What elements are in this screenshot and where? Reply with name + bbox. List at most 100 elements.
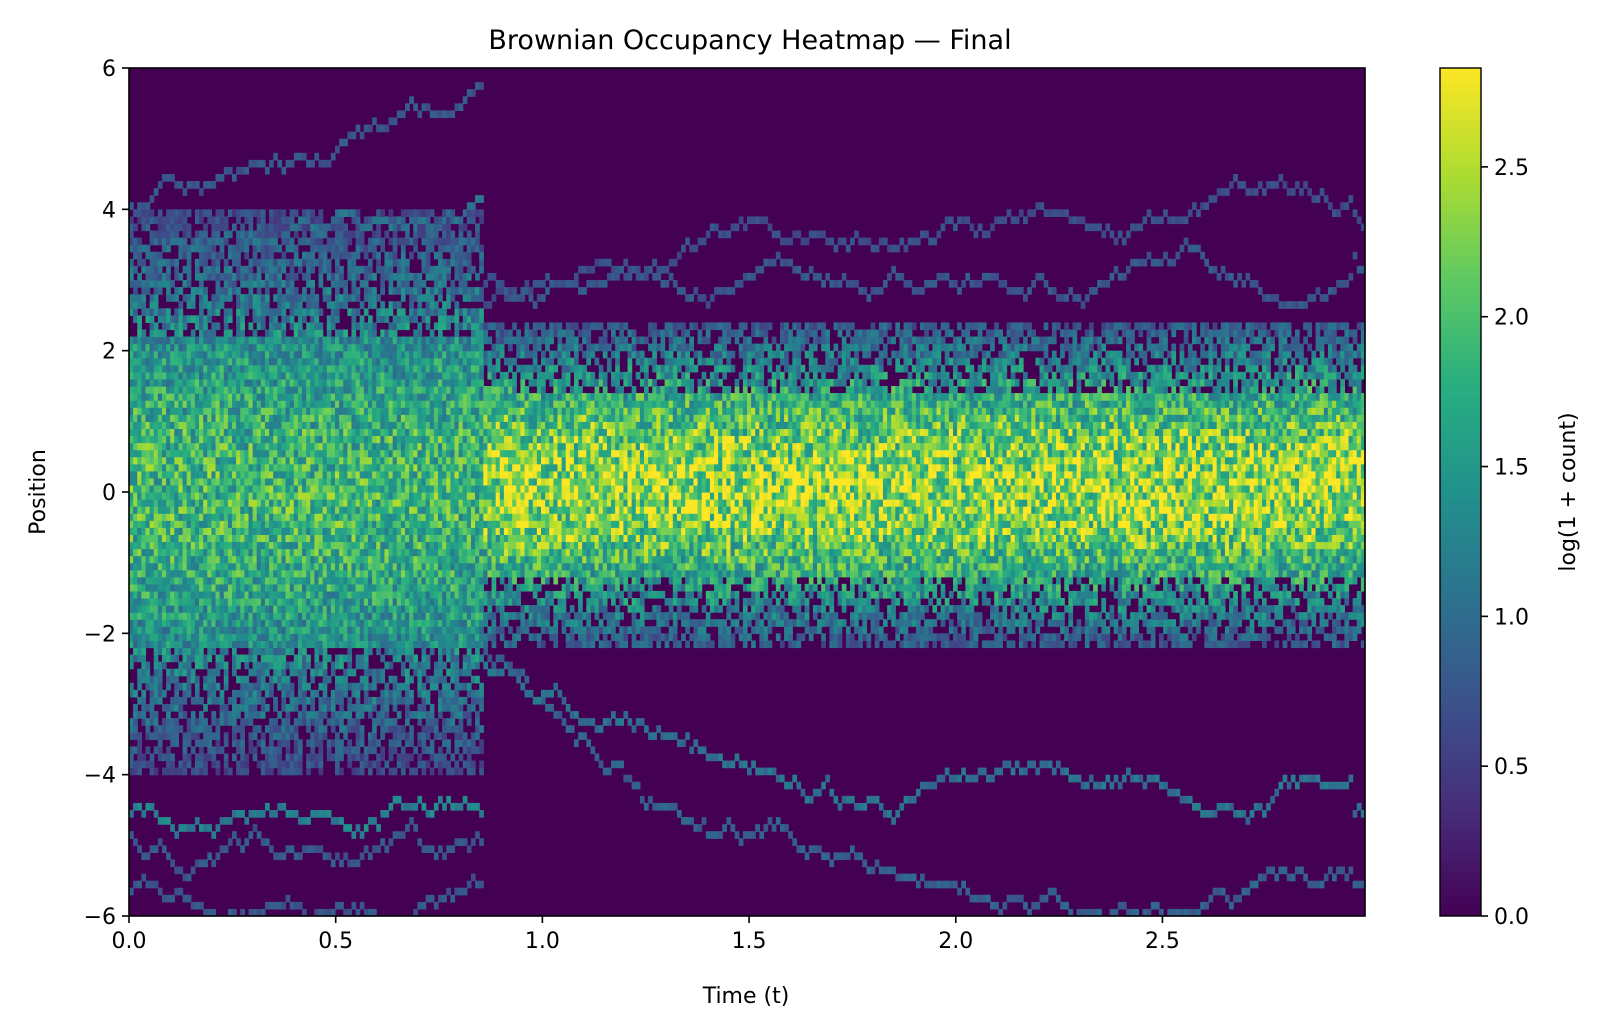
heatmap-cell bbox=[133, 456, 138, 465]
heatmap-cell bbox=[355, 696, 361, 705]
heatmap-cell bbox=[297, 513, 303, 521]
heatmap-cell bbox=[367, 477, 373, 486]
heatmap-cell bbox=[285, 463, 291, 472]
heatmap-cell bbox=[178, 223, 184, 232]
heatmap-cell bbox=[166, 548, 171, 557]
heatmap-cell bbox=[380, 477, 386, 486]
heatmap-cell bbox=[392, 746, 398, 755]
heatmap-cell bbox=[322, 513, 328, 521]
heatmap-cell bbox=[400, 400, 406, 408]
heatmap-cell bbox=[310, 562, 315, 571]
heatmap-cell bbox=[335, 901, 340, 910]
heatmap-cell bbox=[174, 322, 180, 331]
heatmap-cell bbox=[289, 435, 295, 444]
heatmap-cell bbox=[153, 400, 159, 408]
heatmap-cell bbox=[396, 654, 402, 663]
heatmap-cell bbox=[199, 901, 204, 910]
heatmap-cell bbox=[264, 513, 270, 521]
heatmap-cell bbox=[203, 435, 208, 444]
heatmap-cell bbox=[405, 442, 410, 451]
heatmap-cell bbox=[400, 371, 406, 380]
heatmap-cell bbox=[293, 400, 299, 408]
heatmap-cell bbox=[227, 251, 233, 260]
heatmap-cell bbox=[174, 583, 180, 592]
heatmap-cell bbox=[264, 428, 270, 437]
heatmap-cell bbox=[347, 251, 353, 260]
heatmap-cell bbox=[405, 421, 410, 429]
heatmap-cell bbox=[359, 711, 365, 719]
heatmap-cell bbox=[182, 442, 188, 451]
heatmap-cell bbox=[244, 513, 250, 521]
heatmap-cell bbox=[194, 696, 200, 705]
heatmap-cell bbox=[240, 435, 245, 444]
heatmap-cell bbox=[174, 364, 180, 373]
heatmap-cell bbox=[260, 301, 266, 309]
heatmap-cell bbox=[211, 908, 217, 917]
heatmap-cell bbox=[170, 322, 175, 331]
heatmap-cell bbox=[215, 350, 221, 359]
heatmap-cell bbox=[297, 336, 303, 345]
heatmap-cell bbox=[157, 647, 163, 656]
heatmap-cell bbox=[297, 357, 303, 366]
heatmap-cell bbox=[232, 831, 237, 839]
heatmap-cell bbox=[359, 265, 365, 274]
heatmap-cell bbox=[161, 393, 167, 401]
heatmap-cell bbox=[409, 492, 414, 500]
heatmap-cell bbox=[211, 364, 217, 373]
heatmap-cell bbox=[392, 371, 398, 380]
heatmap-cell bbox=[285, 315, 291, 323]
heatmap-cell bbox=[326, 407, 332, 415]
heatmap-cell bbox=[248, 470, 254, 479]
heatmap-cell bbox=[141, 555, 147, 564]
heatmap-cell bbox=[207, 569, 212, 578]
heatmap-cell bbox=[203, 675, 208, 684]
heatmap-cell bbox=[339, 442, 344, 451]
heatmap-cell bbox=[178, 492, 184, 500]
heatmap-cell bbox=[293, 470, 299, 479]
heatmap-cell bbox=[405, 463, 410, 472]
heatmap-cell bbox=[380, 718, 386, 726]
heatmap-cell bbox=[174, 350, 180, 359]
heatmap-cell bbox=[285, 562, 291, 571]
heatmap-cell bbox=[236, 541, 241, 550]
heatmap-cell bbox=[194, 258, 200, 267]
heatmap-cell bbox=[256, 605, 262, 613]
heatmap-cell bbox=[405, 689, 410, 698]
heatmap-cell bbox=[343, 598, 348, 606]
heatmap-cell bbox=[409, 499, 414, 507]
heatmap-cell bbox=[363, 350, 369, 359]
heatmap-cell bbox=[392, 689, 398, 698]
heatmap-cell bbox=[264, 294, 270, 302]
heatmap-cell bbox=[367, 287, 373, 295]
heatmap-cell bbox=[244, 364, 250, 373]
heatmap-cell bbox=[182, 576, 188, 585]
heatmap-cell bbox=[359, 534, 365, 543]
heatmap-cell bbox=[248, 810, 254, 818]
heatmap-cell bbox=[359, 357, 365, 366]
heatmap-cell bbox=[199, 442, 204, 451]
heatmap-cell bbox=[161, 350, 167, 359]
heatmap-cell bbox=[260, 513, 266, 521]
heatmap-cell bbox=[359, 619, 365, 627]
heatmap-cell bbox=[182, 654, 188, 663]
heatmap-cell bbox=[145, 880, 151, 889]
heatmap-cell bbox=[182, 696, 188, 705]
heatmap-cell bbox=[211, 463, 217, 472]
heatmap-cell bbox=[256, 315, 262, 323]
heatmap-cell bbox=[396, 527, 402, 535]
heatmap-cell bbox=[330, 484, 336, 493]
heatmap-cell bbox=[236, 265, 241, 274]
heatmap-cell bbox=[363, 322, 369, 331]
heatmap-cell bbox=[400, 753, 406, 762]
heatmap-cell bbox=[330, 152, 336, 161]
heatmap-cell bbox=[215, 336, 221, 345]
heatmap-cell bbox=[343, 350, 348, 359]
heatmap-cell bbox=[199, 654, 204, 663]
heatmap-cell bbox=[392, 633, 398, 641]
heatmap-cell bbox=[310, 223, 315, 232]
heatmap-cell bbox=[248, 336, 254, 345]
heatmap-cell bbox=[405, 513, 410, 521]
heatmap-cell bbox=[388, 548, 394, 557]
heatmap-cell bbox=[322, 541, 328, 550]
heatmap-cell bbox=[367, 711, 373, 719]
